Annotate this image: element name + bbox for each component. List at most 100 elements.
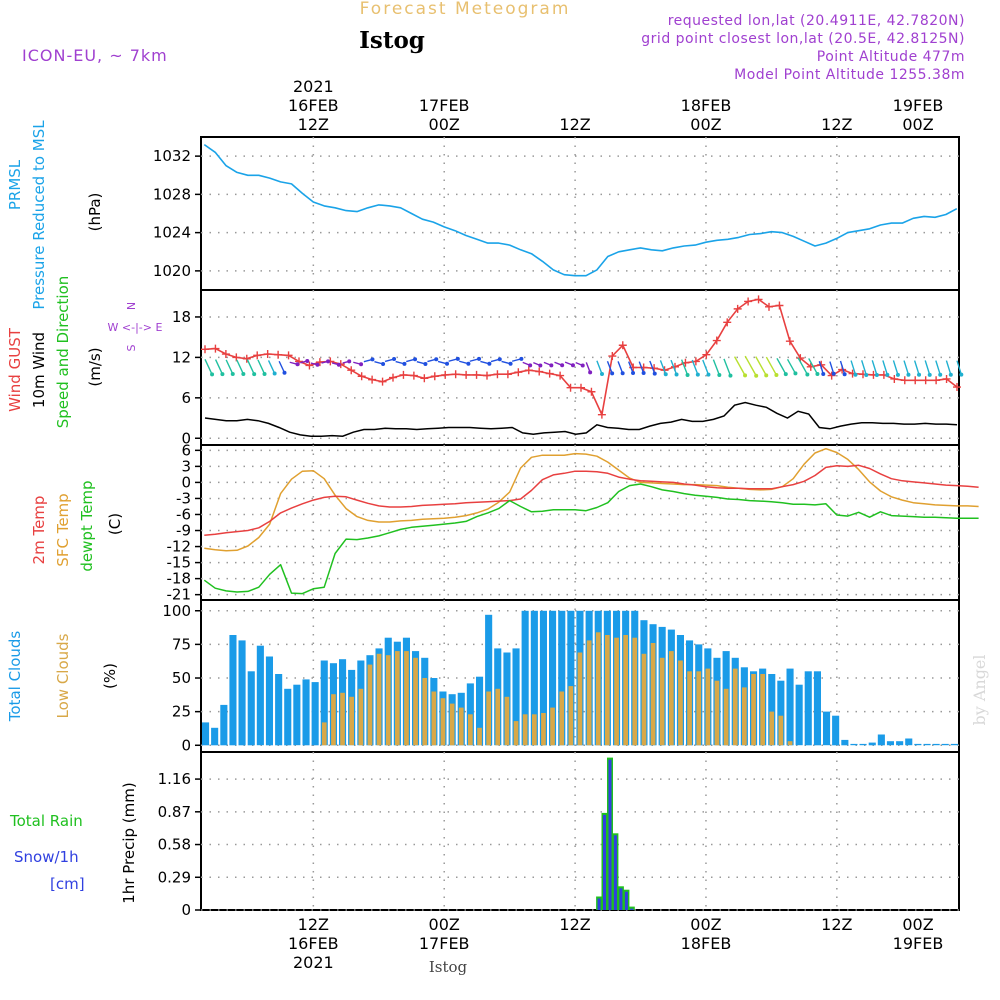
gust-marker	[378, 377, 387, 386]
wind-direction-arrow	[628, 361, 634, 374]
y-tick-label-temperature: -21	[167, 586, 192, 604]
model-name: ICON-EU, ~ 7km	[22, 46, 168, 65]
gust-marker	[577, 383, 585, 392]
gust-marker	[942, 374, 951, 383]
wind-arrow-head	[685, 373, 690, 378]
grid-point-coords: grid point closest lon,lat (20.5E, 42.81…	[641, 31, 965, 47]
gust-marker	[232, 353, 241, 362]
location-title: Istog	[359, 27, 425, 54]
gust-marker	[263, 350, 272, 359]
wind-arrow-head	[445, 361, 450, 366]
wind-direction-arrow	[744, 355, 757, 377]
wind-arrow-head	[230, 371, 235, 376]
wind-arrow-head	[728, 373, 733, 378]
low-cloud-bar	[778, 715, 784, 746]
wind-arrow-head	[948, 372, 953, 377]
total-cloud-bar	[275, 674, 283, 746]
total-cloud-bar	[850, 743, 858, 746]
low-cloud-bar	[705, 668, 711, 746]
total-cloud-bar	[786, 668, 794, 746]
low-cloud-bar	[769, 711, 775, 746]
y-tick-label-temperature: 3	[181, 457, 191, 475]
low-cloud-bar	[650, 643, 656, 746]
wind-arrow-head	[938, 372, 943, 377]
wind-direction-arrow	[214, 359, 224, 375]
time-label-top: 12Z	[821, 115, 852, 134]
y-tick-label-precip: 1.16	[158, 770, 191, 788]
total-cloud-bar	[238, 640, 246, 746]
wind-arrow-head	[774, 373, 779, 378]
gust-marker	[472, 370, 481, 379]
gust-marker	[368, 375, 377, 384]
wind-arrow-head	[641, 371, 646, 376]
total-cloud-bar	[813, 671, 821, 746]
wind-direction-arrow	[818, 361, 824, 375]
low-cloud-bar	[659, 657, 665, 746]
gust-marker	[754, 295, 763, 304]
y-tick-label-temperature: -18	[167, 570, 192, 588]
label-wind-unit: (m/s)	[86, 347, 104, 386]
low-cloud-bar	[486, 691, 491, 746]
wind-arrow-head	[743, 373, 748, 378]
gust-marker	[608, 352, 617, 361]
wind-arrow-head	[252, 372, 257, 377]
gust-marker	[503, 370, 512, 379]
low-cloud-bar	[632, 637, 638, 746]
time-label-bottom: 00Z	[902, 915, 933, 934]
total-cloud-bar	[823, 711, 831, 746]
total-cloud-bar	[932, 743, 940, 746]
wind-arrow-head	[853, 372, 858, 377]
total-cloud-bar	[521, 610, 529, 746]
total-cloud-bar	[832, 715, 840, 746]
low-cloud-bar	[760, 674, 765, 746]
gust-marker	[712, 336, 721, 345]
wind-arrow-head	[959, 372, 964, 377]
gust-marker	[775, 301, 784, 310]
wind-arrow-head	[793, 371, 798, 376]
gust-marker	[733, 304, 742, 313]
low-cloud-bar	[413, 657, 418, 746]
label-prmsl: PRMSL	[6, 159, 24, 210]
wind-arrow-head	[220, 372, 225, 377]
gust-marker	[587, 387, 596, 396]
pressure-line	[203, 143, 958, 277]
wind-arrow-head	[663, 372, 668, 377]
total-cloud-bar	[311, 682, 319, 746]
compass-north: N	[125, 302, 138, 310]
y-tick-label-clouds: 75	[172, 635, 191, 653]
label-low-clouds: Low Clouds	[54, 633, 72, 718]
total-cloud-bar	[841, 739, 849, 746]
y-tick-label-precip: 0	[181, 901, 191, 919]
total-cloud-bar	[558, 610, 566, 746]
wind-direction-arrow	[755, 356, 767, 376]
gust-marker	[597, 410, 606, 419]
wind-arrow-head	[370, 357, 375, 362]
total-cloud-bar	[859, 743, 867, 746]
low-cloud-bar	[732, 668, 738, 746]
wind-direction-arrow	[278, 360, 286, 374]
time-label-bottom: 12Z	[298, 915, 329, 934]
low-cloud-bar	[623, 635, 628, 746]
gust-marker	[911, 376, 920, 385]
total-cloud-bar	[868, 742, 876, 746]
y-tick-label-temperature: -9	[176, 522, 191, 540]
total-cloud-bar	[247, 671, 255, 746]
time-label-bottom: 16FEB	[288, 934, 339, 953]
wind-arrow-head	[906, 372, 911, 377]
y-tick-label-precip: 0.29	[158, 868, 191, 886]
model-altitude: Model Point Altitude 1255.38m	[734, 67, 965, 83]
y-tick-label-pressure: 1020	[153, 262, 191, 280]
wind-arrow-head	[599, 371, 604, 376]
wind-arrow-head	[815, 372, 820, 377]
wind-direction-arrow	[733, 356, 746, 376]
wind-direction-arrow	[765, 356, 778, 376]
y-tick-label-pressure: 1024	[153, 224, 191, 242]
low-cloud-bar	[678, 660, 683, 746]
wind-arrow-head	[538, 363, 543, 368]
gust-marker	[274, 350, 283, 359]
low-cloud-bar	[404, 651, 409, 746]
wind-arrow-head	[466, 361, 471, 366]
y-tick-label-temperature: 0	[181, 473, 191, 491]
wind-direction-arrow	[924, 360, 931, 376]
total-cloud-bar	[256, 645, 264, 746]
